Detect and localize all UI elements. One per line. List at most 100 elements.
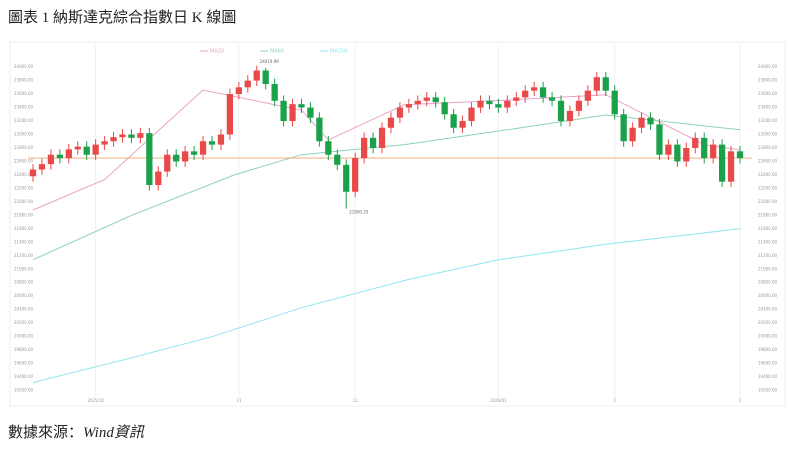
y-tick-label-right: 23200.00 <box>758 118 778 123</box>
candle-body <box>665 144 672 155</box>
candle-body <box>522 90 529 98</box>
candle-body <box>137 133 144 138</box>
annotation: 21900.25 <box>349 210 369 215</box>
candle-body <box>647 117 654 125</box>
ma-line <box>32 228 741 383</box>
y-tick-label-right: 23400.00 <box>758 105 778 110</box>
y-tick-label-right: 21000.00 <box>758 266 778 271</box>
y-tick-label-right: 23800.00 <box>758 78 778 83</box>
candle-body <box>459 121 466 128</box>
y-tick-label: 20400.00 <box>14 307 34 312</box>
candle-body <box>208 141 216 145</box>
y-tick-label: 23000.00 <box>14 131 34 136</box>
candle-body <box>620 114 627 142</box>
candle-body <box>423 97 430 101</box>
candle-body <box>334 154 341 165</box>
candle-body <box>736 151 744 159</box>
y-tick-label-right: 24000.00 <box>758 64 778 69</box>
candle-body <box>566 110 574 122</box>
candle-body <box>56 154 63 159</box>
y-tick-label: 23600.00 <box>14 91 34 96</box>
candle-body <box>486 100 493 105</box>
candle-body <box>674 144 681 162</box>
candle-body <box>244 80 251 88</box>
candle-body <box>128 134 135 138</box>
source: 數據來源：Wind資訊 <box>8 421 144 442</box>
candle-body <box>557 100 565 122</box>
candle-body <box>593 77 600 91</box>
candle-body <box>101 141 108 145</box>
x-tick-label: 3 <box>739 398 742 403</box>
candle-body <box>701 137 708 159</box>
candle-body <box>504 100 511 108</box>
y-tick-label-right: 19600.00 <box>758 361 778 366</box>
ma-line <box>32 114 741 261</box>
chart-frame <box>9 41 786 407</box>
candle-body <box>441 102 448 115</box>
candle-body <box>369 137 377 148</box>
candle-body <box>173 154 180 162</box>
candle-body <box>656 124 663 155</box>
y-tick-label-right: 19200.00 <box>758 388 778 393</box>
candle-body <box>495 104 502 108</box>
candle-body <box>110 137 117 142</box>
annotation: 24019.99 <box>260 59 280 64</box>
y-tick-label-right: 20000.00 <box>758 334 778 339</box>
y-tick-label-right: 21400.00 <box>758 239 778 244</box>
candle-body <box>414 100 421 105</box>
x-tick-label: 2 <box>613 398 616 403</box>
candle-body <box>352 158 359 192</box>
candle-body <box>280 100 287 122</box>
candle-body <box>468 107 475 122</box>
candle-body <box>92 144 99 155</box>
y-tick-label: 19200.00 <box>14 388 34 393</box>
y-tick-label: 24000.00 <box>14 64 34 69</box>
candle-body <box>629 127 636 142</box>
candle-body <box>199 141 207 155</box>
candle-body <box>289 104 296 122</box>
y-tick-label-right: 20800.00 <box>758 280 778 285</box>
legend-label: MA60 <box>270 49 284 55</box>
candle-body <box>531 87 538 91</box>
y-tick-label: 22400.00 <box>14 172 34 177</box>
candle-body <box>360 137 368 159</box>
y-tick-label: 20800.00 <box>14 280 34 285</box>
y-tick-label: 19600.00 <box>14 361 34 366</box>
candle-body <box>316 117 323 142</box>
y-tick-label: 23400.00 <box>14 105 34 110</box>
candle-body <box>146 133 153 186</box>
candle-body <box>325 141 332 155</box>
ma-line <box>32 89 741 211</box>
candle-body <box>611 90 618 115</box>
y-tick-label-right: 22800.00 <box>758 145 778 150</box>
y-tick-label: 21200.00 <box>14 253 34 258</box>
y-tick-label: 22800.00 <box>14 145 34 150</box>
y-tick-label-right: 20600.00 <box>758 293 778 298</box>
legend-label: MA20 <box>210 49 224 55</box>
y-tick-label: 19400.00 <box>14 374 34 379</box>
y-tick-label: 21400.00 <box>14 239 34 244</box>
candle-body <box>38 164 46 170</box>
candle-body <box>253 70 260 81</box>
y-tick-label: 23800.00 <box>14 78 34 83</box>
y-tick-label-right: 22200.00 <box>758 185 778 190</box>
candle-body <box>65 149 72 159</box>
candle-body <box>387 117 395 128</box>
x-tick-label: 12 <box>353 398 359 403</box>
y-tick-label: 22600.00 <box>14 158 34 163</box>
y-tick-label: 21000.00 <box>14 266 34 271</box>
y-tick-label-right: 22400.00 <box>758 172 778 177</box>
candle-body <box>683 147 690 162</box>
source-name: Wind資訊 <box>83 425 144 441</box>
candle-body <box>432 97 439 103</box>
candle-body <box>584 90 591 101</box>
candle-body <box>29 169 37 177</box>
y-tick-label-right: 23000.00 <box>758 131 778 136</box>
candle-body <box>83 146 90 155</box>
y-tick-label-right: 21200.00 <box>758 253 778 258</box>
candle-body <box>575 100 583 111</box>
y-tick-label: 20200.00 <box>14 320 34 325</box>
y-tick-label: 22200.00 <box>14 185 34 190</box>
x-tick-label: 2026/01 <box>490 398 507 403</box>
